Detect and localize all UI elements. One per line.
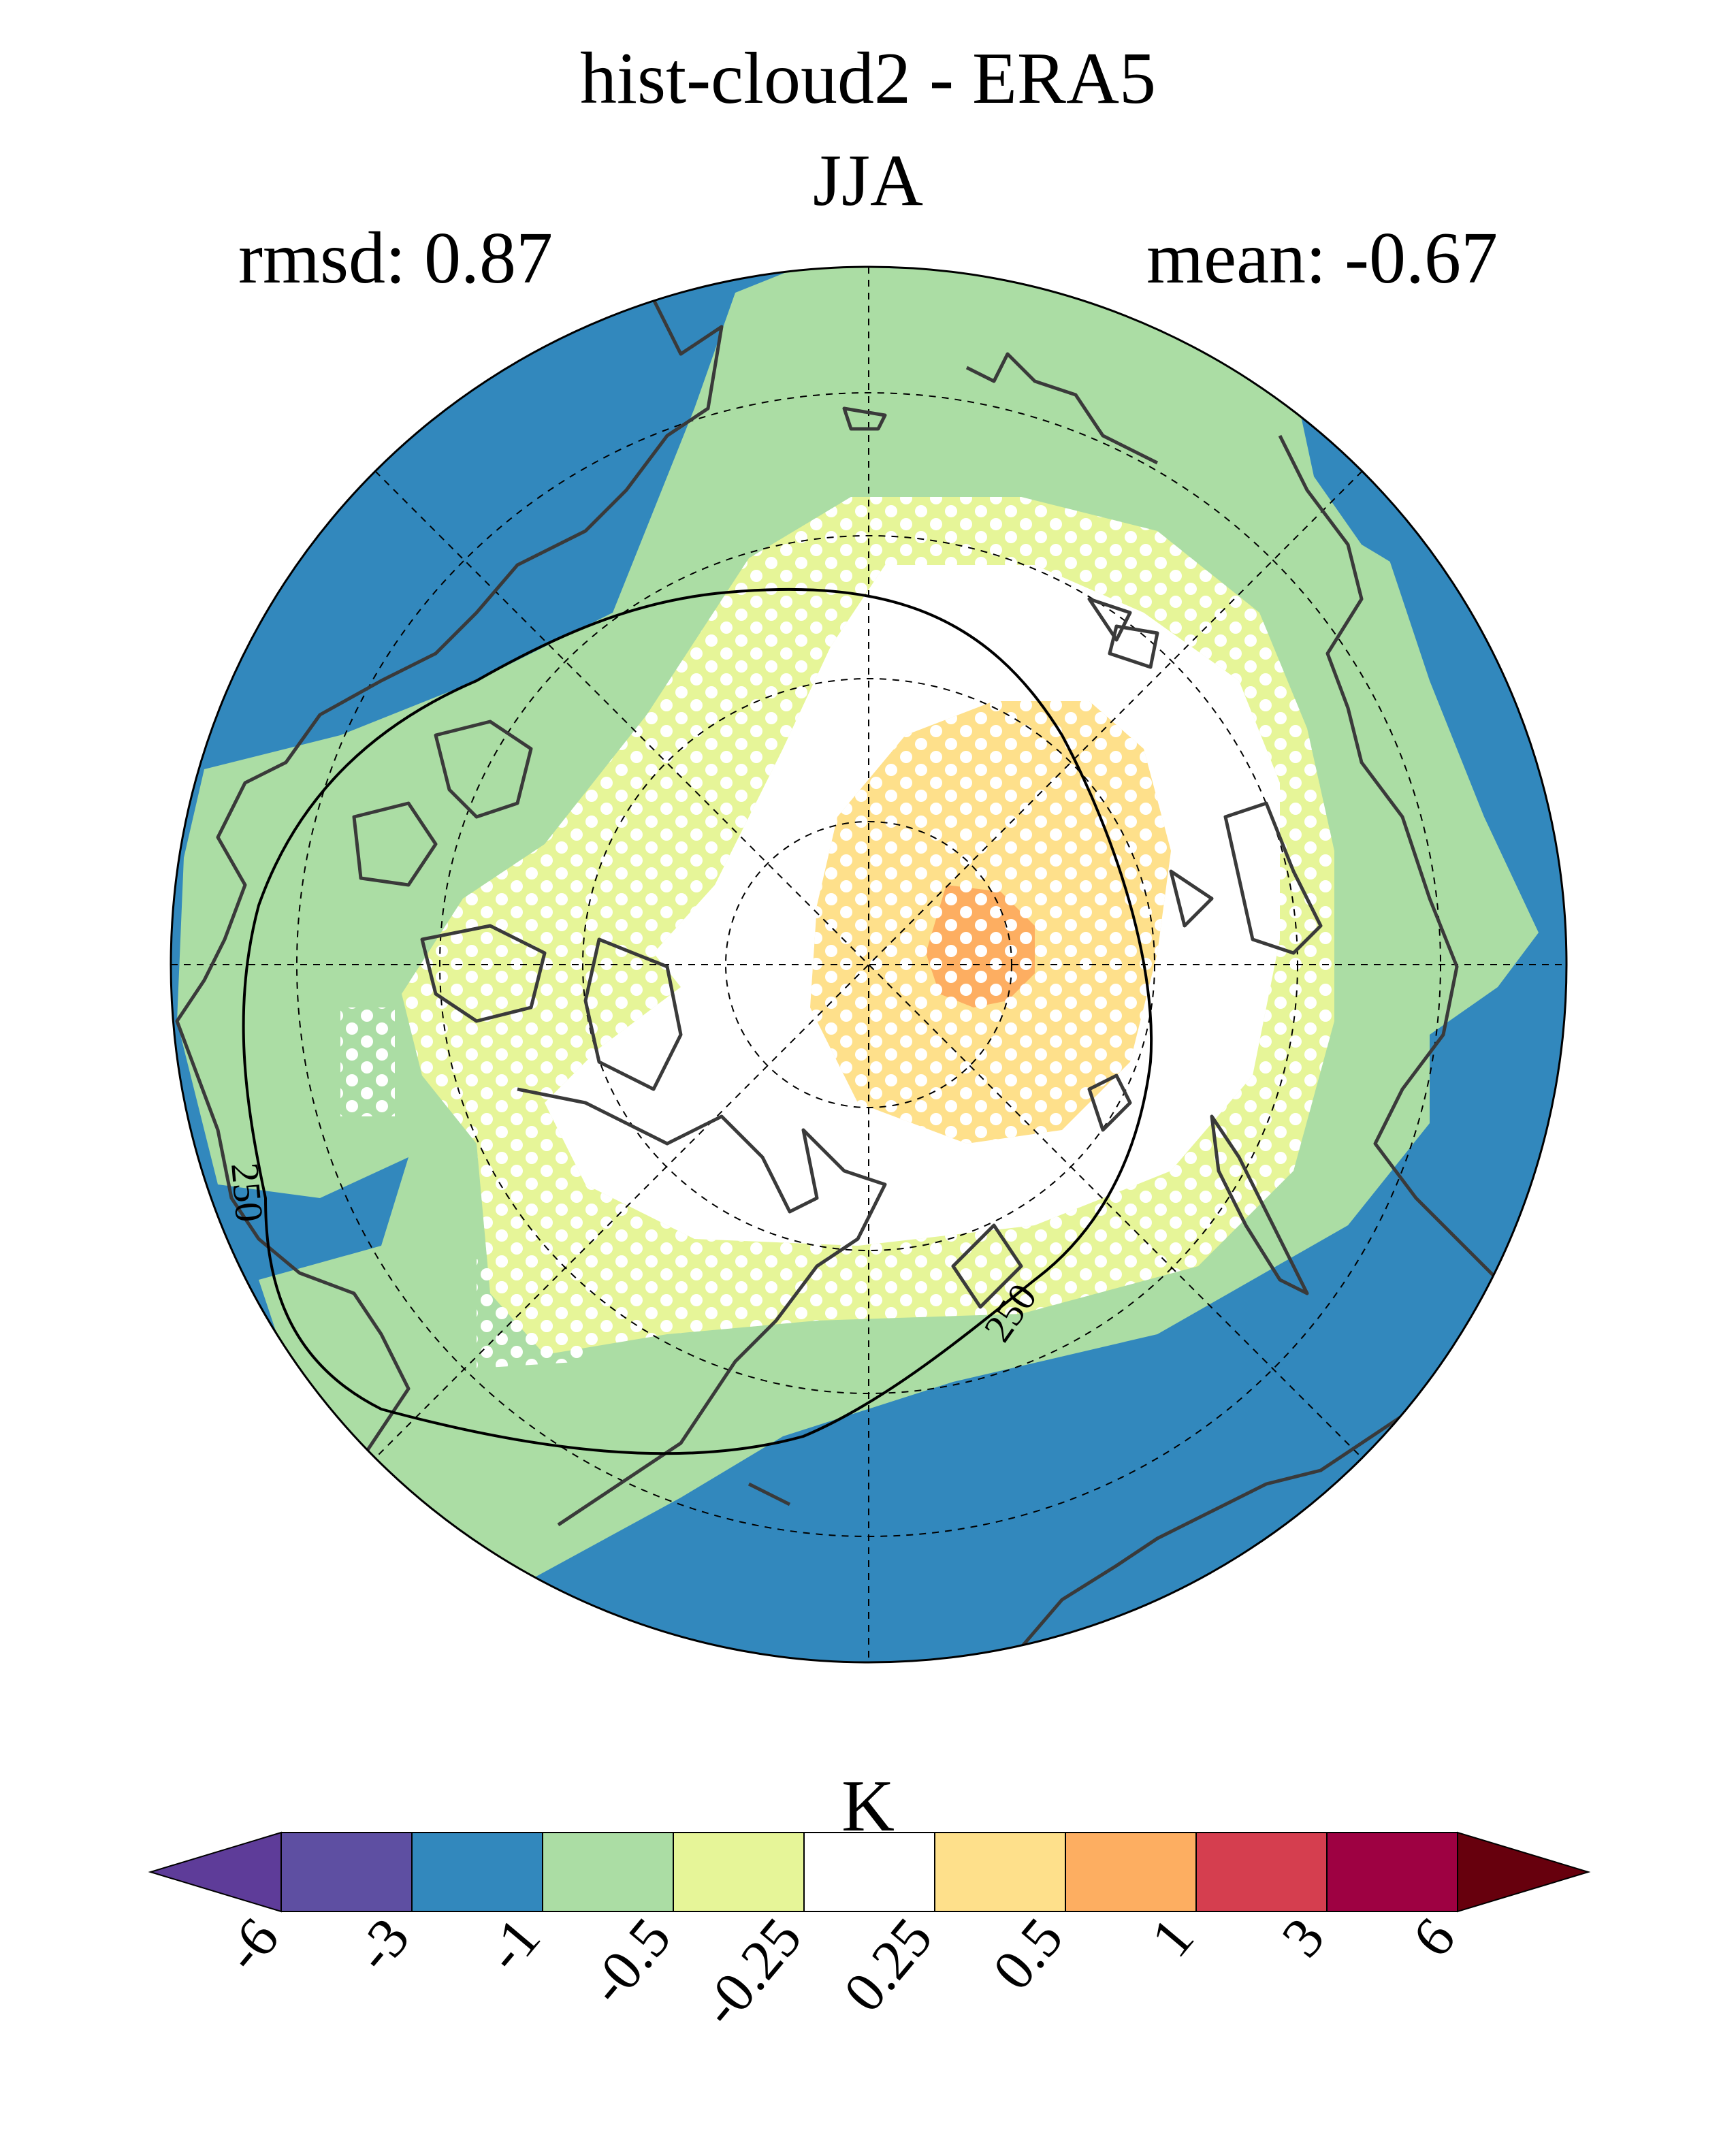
mean-label: mean: -0.67 — [1146, 218, 1498, 299]
colorbar-tick-label: 6 — [1400, 1906, 1467, 1969]
colorbar: -6 -3 -1 -0.5 -0.25 0.25 0.5 1 3 6 — [148, 1831, 1591, 2038]
colorbar-tick-label: -0.25 — [689, 1906, 814, 2038]
colorbar-unit-label: K — [841, 1766, 895, 1847]
colorbar-swatch — [1195, 1832, 1328, 1912]
contour-250 — [242, 587, 1153, 1455]
colorbar-swatch — [1326, 1832, 1458, 1912]
season-subtitle: JJA — [812, 140, 924, 221]
colorbar-swatch — [411, 1832, 543, 1912]
colorbar-tick-label: 3 — [1270, 1906, 1336, 1969]
colorbar-swatch — [1065, 1832, 1197, 1912]
colorbar-swatch — [542, 1832, 674, 1912]
map-boundary — [170, 265, 1568, 1664]
colorbar-extension-high — [1457, 1831, 1591, 1913]
colorbar-swatch — [280, 1832, 413, 1912]
coastlines — [175, 298, 1499, 1649]
contour-label-west: 250 — [223, 1161, 272, 1223]
rmsd-label: rmsd: 0.87 — [238, 218, 553, 299]
colorbar-tick-label: 0.25 — [832, 1906, 945, 2023]
colorbar-tick-label: 1 — [1139, 1906, 1206, 1969]
map-title: hist-cloud2 - ERA5 — [580, 38, 1156, 119]
colorbar-swatch — [934, 1832, 1066, 1912]
stippling-west — [340, 1007, 585, 1368]
colorbar-swatch — [803, 1832, 935, 1912]
graticule — [171, 267, 1566, 1662]
colorbar-tick-label: -0.5 — [577, 1906, 684, 2016]
colorbar-tick-label: -3 — [342, 1906, 421, 1983]
map-disk — [171, 267, 1566, 1662]
colorbar-tick-label: -6 — [212, 1906, 291, 1983]
colorbar-tick-label: 0.5 — [981, 1906, 1076, 2001]
colorbar-tick-label: -1 — [473, 1906, 552, 1983]
stippling-positive — [810, 701, 1171, 1144]
colorbar-swatch — [673, 1832, 805, 1912]
colorbar-extension-low — [148, 1831, 282, 1913]
